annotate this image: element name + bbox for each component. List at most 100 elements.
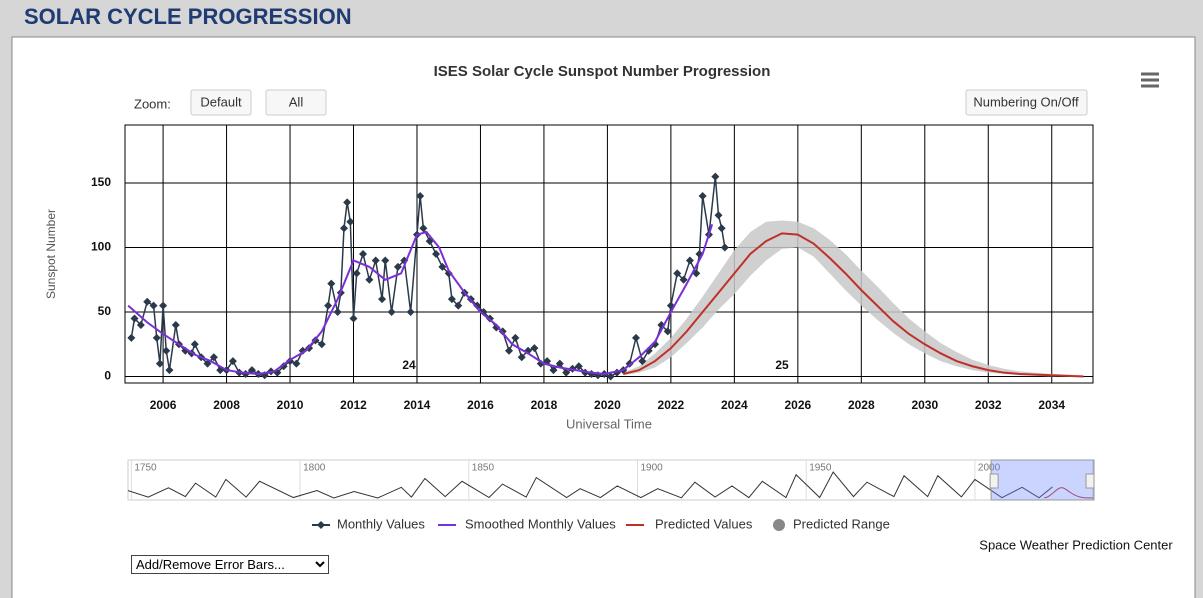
legend-symbol	[317, 521, 325, 529]
data-point	[381, 256, 390, 265]
legend-label[interactable]: Predicted Values	[655, 516, 753, 531]
data-point	[606, 372, 615, 381]
data-point	[717, 224, 726, 233]
data-point	[416, 191, 425, 200]
zoom-default[interactable]: Default	[190, 89, 252, 116]
x-tick-label: 2010	[277, 398, 304, 412]
data-point	[419, 224, 428, 233]
error-bars-select[interactable]: Add/Remove Error Bars...	[131, 555, 329, 574]
data-point	[349, 314, 358, 323]
data-point	[574, 362, 583, 371]
data-point	[714, 211, 723, 220]
legend-label[interactable]: Monthly Values	[337, 516, 425, 531]
x-tick-label: 2008	[213, 398, 240, 412]
x-axis-label: Universal Time	[566, 416, 652, 431]
data-point	[685, 256, 694, 265]
x-tick-label: 2032	[975, 398, 1002, 412]
button-bg	[190, 89, 252, 116]
x-tick-label: 2006	[150, 398, 177, 412]
data-point	[562, 368, 571, 377]
data-point	[555, 359, 564, 368]
data-point	[339, 224, 348, 233]
data-point	[638, 357, 647, 366]
zoom-all[interactable]: All	[265, 89, 327, 116]
data-point	[127, 333, 136, 342]
legend-symbol	[773, 519, 785, 531]
navigator-predicted	[1043, 487, 1093, 499]
data-point	[447, 295, 456, 304]
button-label[interactable]: Default	[200, 94, 242, 109]
credit: Space Weather Prediction Center	[979, 537, 1173, 552]
data-point	[673, 269, 682, 278]
data-point	[393, 262, 402, 271]
x-tick-label: 2028	[848, 398, 875, 412]
data-point	[352, 269, 361, 278]
data-point	[171, 320, 180, 329]
button-label[interactable]: Numbering On/Off	[973, 94, 1079, 109]
data-point	[247, 366, 256, 375]
navigator-window	[990, 459, 1095, 501]
button-label[interactable]: All	[289, 94, 304, 109]
x-tick-label: 2012	[340, 398, 367, 412]
data-point	[549, 366, 558, 375]
y-tick-label: 50	[98, 304, 112, 318]
numbering-button[interactable]: Numbering On/Off	[965, 89, 1088, 116]
data-point	[228, 357, 237, 366]
data-point	[720, 243, 729, 252]
menu-icon[interactable]	[1141, 72, 1159, 88]
data-point	[324, 301, 333, 310]
data-point	[165, 366, 174, 375]
y-tick-label: 100	[91, 240, 111, 254]
legend-label[interactable]: Predicted Range	[793, 516, 890, 531]
data-point	[679, 275, 688, 284]
data-point	[365, 275, 374, 284]
navigator-handle[interactable]	[989, 473, 999, 489]
data-point	[406, 308, 415, 317]
data-point	[190, 340, 199, 349]
navigator-tick-label: 1900	[640, 463, 663, 474]
data-point	[517, 353, 526, 362]
data-point	[438, 262, 447, 271]
y-tick-label: 0	[104, 369, 111, 383]
series-line	[623, 232, 1084, 378]
data-point	[492, 323, 501, 332]
data-point	[454, 301, 463, 310]
x-tick-label: 2030	[911, 398, 938, 412]
data-point	[444, 269, 453, 278]
data-point	[279, 362, 288, 371]
navigator-tick-label: 2000	[978, 463, 1001, 474]
cycle-label: 24	[402, 358, 416, 372]
data-point	[511, 333, 520, 342]
navigator-line	[128, 471, 1053, 499]
zoom-label: Zoom:	[134, 96, 171, 111]
x-tick-label: 2034	[1038, 398, 1065, 412]
data-point	[130, 314, 139, 323]
navigator-handle[interactable]	[1085, 473, 1095, 489]
x-tick-label: 2026	[784, 398, 811, 412]
data-point	[698, 191, 707, 200]
button-bg	[965, 89, 1088, 116]
navigator-tick-label: 1750	[134, 463, 157, 474]
navigator-tick-label: 1850	[472, 463, 495, 474]
cycle-label: 25	[775, 358, 789, 372]
data-point	[378, 295, 387, 304]
data-point	[473, 301, 482, 310]
data-point	[536, 359, 545, 368]
chart-title: ISES Solar Cycle Sunspot Number Progress…	[434, 63, 771, 80]
navigator-series	[128, 471, 1093, 499]
legend-label[interactable]: Smoothed Monthly Values	[465, 516, 616, 531]
data-point	[663, 327, 672, 336]
data-point	[432, 250, 441, 258]
data-point	[387, 308, 396, 317]
navigator-bg	[127, 459, 1094, 501]
data-point	[371, 256, 380, 265]
data-point	[159, 301, 168, 310]
x-tick-label: 2016	[467, 398, 494, 412]
data-point	[152, 333, 161, 342]
page-title: SOLAR CYCLE PROGRESSION	[24, 4, 352, 29]
x-tick-label: 2020	[594, 398, 621, 412]
data-point	[155, 359, 164, 368]
data-point	[711, 172, 720, 181]
data-point	[143, 297, 152, 306]
